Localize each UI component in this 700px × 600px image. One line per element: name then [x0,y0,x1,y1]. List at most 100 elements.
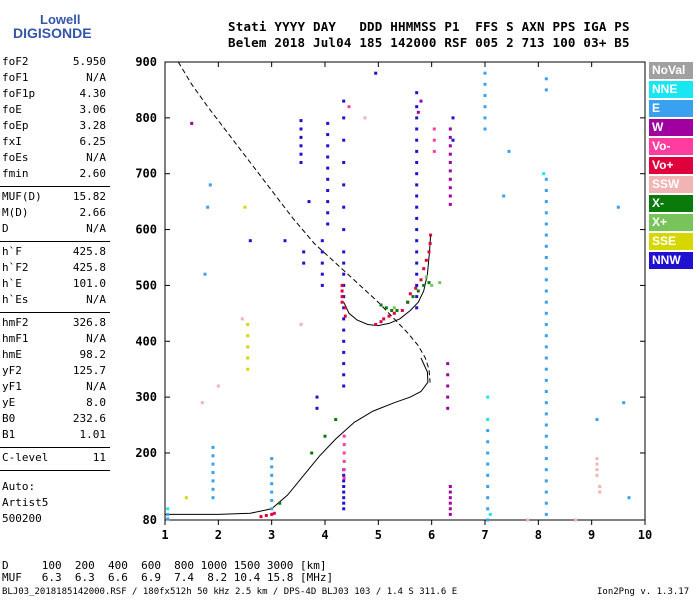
y-tick-label: 200 [135,446,157,460]
echo-point-nnw [415,105,419,109]
echo-point-e [544,256,548,259]
echo-point-e [627,496,631,500]
echo-point-ssw [598,490,602,494]
header-values: Belem 2018 Jul04 185 142000 RSF 005 2 71… [228,35,630,50]
param-name: MUF(D) [2,190,42,203]
echo-point-e [211,479,215,483]
param-row: hmE 98.2 [2,348,106,364]
echo-point-nnw [415,183,419,187]
echo-point-vo [414,286,418,290]
param-value: 15.82 [72,190,106,203]
echo-point-e [270,490,274,494]
echo-point-w [448,135,452,139]
param-row: h`E 101.0 [2,277,106,293]
echo-point-e [211,487,215,491]
param-row: foF2 5.950 [2,55,106,71]
x-tick-label: 1 [161,528,168,542]
echo-point-nnw [326,177,330,181]
param-row: h`F2 425.8 [2,261,106,277]
echo-point-nnw [342,183,346,187]
echo-point-nnw [326,211,330,215]
param-name: yF2 [2,364,22,377]
param-row: foF1p 4.30 [2,87,106,103]
y-tick-label: 400 [135,334,157,348]
echo-point-nnw [415,272,419,276]
echo-point-nnw [299,127,303,131]
echo-point-e [544,334,548,338]
echo-point-e [544,468,548,472]
echo-point-e [544,457,548,461]
echo-point-nnw [415,228,419,232]
param-row: h`F 425.8 [2,245,106,261]
echo-point-nnw [326,166,330,170]
echo-point-vo [342,451,346,455]
line-muf [177,61,431,383]
echo-point-nnw [342,362,346,366]
plot-frame [164,61,646,521]
echo-point-nnw [342,283,346,287]
echo-point-w [446,384,450,388]
param-row: h`Es N/A [2,293,106,309]
echo-point-w [448,496,452,500]
echo-point-vo [427,250,431,254]
legend-item-w: W [649,119,693,136]
echo-point-nnw [342,373,346,377]
echo-point-vo [340,300,344,304]
echo-point-e [270,473,274,477]
echo-point-vo [340,289,344,293]
param-row: foEs N/A [2,151,106,167]
echo-point-e [270,499,274,502]
echo-point-e [544,233,548,237]
param-value: 425.8 [72,261,106,274]
echo-point-vo [342,476,346,480]
echo-point-vo [264,514,268,517]
echo-point-vo [429,233,433,237]
echo-point-e [622,401,626,405]
param-name: h`E [2,277,22,290]
echo-point-e [544,345,548,349]
echo-point-nnw [326,200,330,204]
line-profile [165,357,429,515]
echo-point-w [446,362,450,366]
echo-point-nnw [342,295,346,299]
echo-point-w [448,161,452,164]
param-row: yF1 N/A [2,380,106,396]
echo-point-w [448,507,452,511]
echo-point-nnw [451,138,455,142]
echo-point-e [486,496,490,500]
echo-point-vo [432,138,436,142]
param-value: N/A [86,293,106,306]
echo-point-nnw [320,250,324,254]
echo-point-vo [343,314,347,318]
echo-point-w [446,395,450,399]
param-value: N/A [86,222,106,235]
echo-point-nnw [342,473,346,477]
echo-point-nnw [342,507,346,511]
echo-point-vo [342,468,346,472]
echo-point-x [406,300,410,304]
y-tick-label: 80 [143,513,157,527]
echo-point-x [411,295,415,299]
echo-point-nnw [342,317,346,321]
legend-item-x: X+ [649,214,693,231]
echo-point-ssw [299,323,303,326]
echo-point-vo [387,314,391,318]
echo-point-e [483,127,487,131]
param-value: 98.2 [79,348,107,361]
echo-point-w [446,406,450,410]
echo-point-e [544,390,548,393]
param-name: hmE [2,348,22,361]
param-separator [0,470,110,471]
footer-version: Ion2Png v. 1.3.17 [597,587,690,597]
param-name: D [2,222,9,235]
echo-point-e [486,518,490,522]
echo-point-e [211,445,215,449]
param-row: B0 232.6 [2,412,106,428]
echo-point-e [544,367,548,371]
echo-point-nnw [320,239,324,243]
legend-item-sse: SSE [649,233,693,250]
echo-point-e [544,412,548,416]
echo-point-e [544,289,548,293]
logo-lowell: Lowell [40,12,81,27]
param-name: hmF1 [2,332,29,345]
